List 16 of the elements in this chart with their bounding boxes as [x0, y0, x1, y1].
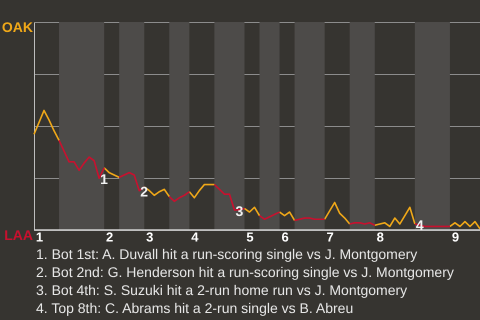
- x-tick-label: 4: [191, 230, 200, 244]
- x-tick-label: 9: [452, 230, 460, 244]
- x-tick-label: 3: [146, 230, 154, 244]
- x-tick-label: 5: [246, 230, 254, 244]
- text: 2. Bot 2nd: G. Henderson hit a run-scoring single vs J. Montgomery: [36, 263, 454, 281]
- text: LAA: [4, 227, 33, 243]
- x-tick-label: 7: [326, 230, 334, 244]
- text: 3. Bot 4th: S. Suzuki hit a 2-run home run vs J. Montgomery: [36, 281, 408, 299]
- text: 4. Top 8th: C. Abrams hit a 2-run single vs B. Abreu: [36, 299, 354, 317]
- x-tick-label: 2: [106, 230, 114, 244]
- annotation: 1: [100, 171, 108, 188]
- text: 1. Bot 1st: A. Duvall hit a run-scoring single vs J. Montgomery: [36, 245, 418, 263]
- x-tick-label: 8: [376, 230, 384, 244]
- text: OAK: [2, 19, 33, 35]
- x-tick-label: 1: [36, 230, 44, 244]
- x-tick-label: 6: [281, 230, 289, 244]
